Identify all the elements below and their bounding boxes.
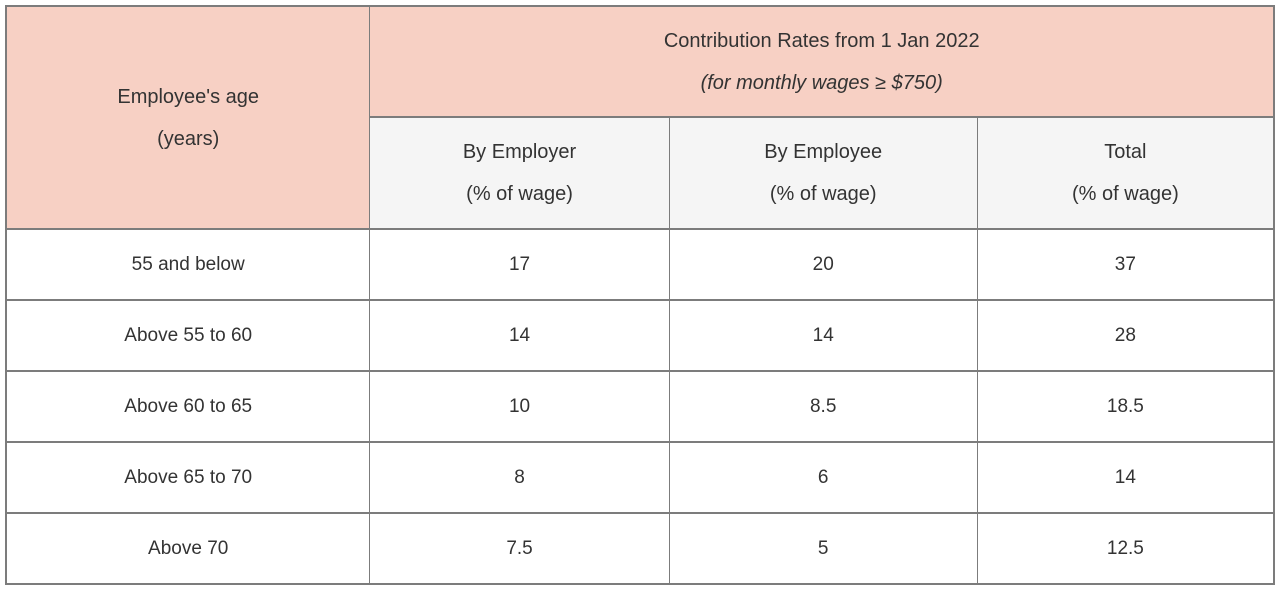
total-unit: (% of wage) [1072,183,1179,205]
cell-by-employer: 17 [369,228,670,301]
by-employee-unit: (% of wage) [769,183,877,205]
table-row: 55 and below 17 20 37 [5,228,1275,301]
rates-title: Contribution Rates from 1 Jan 2022 [663,29,980,52]
cell-age: 55 and below [5,228,371,301]
total-label: Total [1104,141,1147,163]
by-employee-label: By Employee [764,141,883,163]
cell-by-employer: 8 [369,441,670,514]
cell-total: 28 [976,299,1275,372]
contribution-rates-table: Employee's age (years) Contribution Rate… [5,5,1275,585]
table-row: Above 65 to 70 8 6 14 [5,441,1275,514]
table-row: Above 55 to 60 14 14 28 [5,299,1275,372]
age-column-header: Employee's age (years) [5,5,371,230]
cell-by-employee: 6 [668,441,978,514]
cell-by-employee: 20 [668,228,978,301]
column-header-total: Total (% of wage) [976,116,1275,230]
cell-total: 12.5 [976,512,1275,585]
rates-group-header: Contribution Rates from 1 Jan 2022 (for … [369,5,1275,118]
by-employer-label: By Employer [462,141,577,163]
cell-by-employee: 14 [668,299,978,372]
cell-total: 14 [976,441,1275,514]
age-header-line2: (years) [157,127,220,150]
rates-subtitle: (for monthly wages ≥ $750) [700,71,943,94]
column-header-by-employer: By Employer (% of wage) [369,116,670,230]
by-employer-unit: (% of wage) [466,183,573,205]
age-header-line1: Employee's age [117,85,260,108]
cell-total: 37 [976,228,1275,301]
table-row: Above 60 to 65 10 8.5 18.5 [5,370,1275,443]
cell-age: Above 60 to 65 [5,370,371,443]
cell-by-employee: 8.5 [668,370,978,443]
cell-age: Above 55 to 60 [5,299,371,372]
cell-by-employee: 5 [668,512,978,585]
column-header-by-employee: By Employee (% of wage) [668,116,978,230]
sub-header-row: By Employer (% of wage) By Employee (% o… [6,116,1275,230]
table-row: Above 70 7.5 5 12.5 [5,512,1275,585]
cell-total: 18.5 [976,370,1275,443]
cell-by-employer: 14 [369,299,670,372]
cell-by-employer: 7.5 [369,512,670,585]
cell-age: Above 65 to 70 [5,441,371,514]
cell-by-employer: 10 [369,370,670,443]
group-header-row: Employee's age (years) Contribution Rate… [5,5,1275,230]
cell-age: Above 70 [5,512,371,585]
